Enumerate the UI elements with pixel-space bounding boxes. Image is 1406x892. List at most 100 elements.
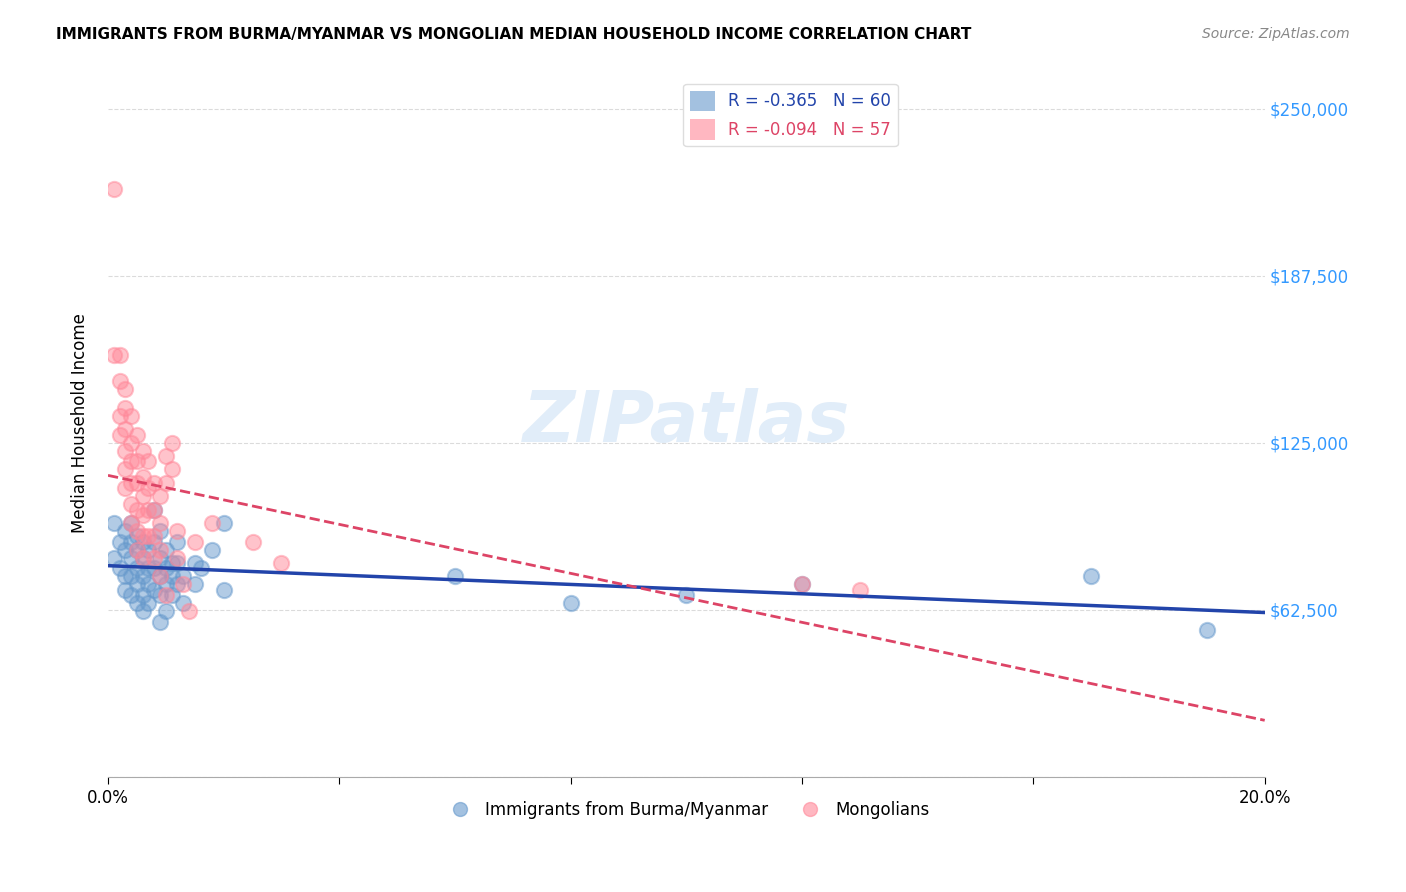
Point — [172, 569, 194, 583]
Point — [184, 534, 207, 549]
Point — [138, 542, 160, 557]
Point — [160, 569, 183, 583]
Text: IMMIGRANTS FROM BURMA/MYANMAR VS MONGOLIAN MEDIAN HOUSEHOLD INCOME CORRELATION C: IMMIGRANTS FROM BURMA/MYANMAR VS MONGOLI… — [56, 27, 972, 42]
Text: Source: ZipAtlas.com: Source: ZipAtlas.com — [1202, 27, 1350, 41]
Point — [114, 524, 136, 538]
Point — [166, 534, 188, 549]
Point — [790, 577, 813, 591]
Point — [108, 561, 131, 575]
Point — [201, 542, 224, 557]
Point — [201, 516, 224, 530]
Point — [114, 462, 136, 476]
Point — [172, 596, 194, 610]
Point — [155, 449, 177, 463]
Point — [143, 475, 166, 490]
Point — [155, 475, 177, 490]
Point — [184, 556, 207, 570]
Point — [143, 550, 166, 565]
Point — [160, 556, 183, 570]
Point — [212, 582, 235, 597]
Point — [155, 577, 177, 591]
Point — [184, 577, 207, 591]
Point — [120, 516, 142, 530]
Point — [131, 443, 153, 458]
Point — [108, 374, 131, 388]
Point — [131, 534, 153, 549]
Point — [143, 502, 166, 516]
Point — [125, 475, 148, 490]
Point — [1195, 623, 1218, 637]
Point — [138, 529, 160, 543]
Point — [125, 561, 148, 575]
Point — [166, 524, 188, 538]
Point — [160, 588, 183, 602]
Point — [270, 556, 292, 570]
Point — [125, 529, 148, 543]
Point — [149, 569, 172, 583]
Point — [149, 489, 172, 503]
Point — [125, 542, 148, 557]
Point — [212, 516, 235, 530]
Point — [675, 588, 697, 602]
Point — [166, 550, 188, 565]
Point — [125, 577, 148, 591]
Point — [143, 561, 166, 575]
Point — [166, 577, 188, 591]
Point — [120, 569, 142, 583]
Point — [149, 615, 172, 629]
Point — [108, 347, 131, 361]
Point — [149, 550, 172, 565]
Point — [103, 347, 125, 361]
Point — [138, 596, 160, 610]
Point — [108, 409, 131, 423]
Point — [108, 427, 131, 442]
Point — [114, 401, 136, 415]
Point — [120, 475, 142, 490]
Point — [149, 569, 172, 583]
Point — [131, 604, 153, 618]
Point — [125, 502, 148, 516]
Point — [120, 550, 142, 565]
Point — [138, 502, 160, 516]
Point — [160, 435, 183, 450]
Point — [120, 497, 142, 511]
Point — [120, 534, 142, 549]
Point — [138, 561, 160, 575]
Point — [242, 534, 264, 549]
Point — [103, 182, 125, 196]
Point — [131, 588, 153, 602]
Point — [125, 454, 148, 468]
Point — [120, 409, 142, 423]
Point — [103, 550, 125, 565]
Point — [120, 435, 142, 450]
Point — [125, 542, 148, 557]
Point — [444, 569, 467, 583]
Point — [155, 561, 177, 575]
Point — [114, 481, 136, 495]
Legend: Immigrants from Burma/Myanmar, Mongolians: Immigrants from Burma/Myanmar, Mongolian… — [437, 794, 936, 825]
Point — [114, 422, 136, 436]
Point — [143, 529, 166, 543]
Point — [160, 462, 183, 476]
Point — [177, 604, 200, 618]
Point — [138, 481, 160, 495]
Point — [149, 588, 172, 602]
Point — [120, 454, 142, 468]
Point — [114, 582, 136, 597]
Point — [143, 582, 166, 597]
Point — [125, 596, 148, 610]
Point — [143, 534, 166, 549]
Point — [849, 582, 872, 597]
Y-axis label: Median Household Income: Median Household Income — [72, 313, 89, 533]
Point — [114, 443, 136, 458]
Point — [114, 542, 136, 557]
Point — [120, 588, 142, 602]
Point — [172, 577, 194, 591]
Point — [155, 588, 177, 602]
Point — [138, 454, 160, 468]
Point — [149, 524, 172, 538]
Point — [131, 529, 153, 543]
Text: ZIPatlas: ZIPatlas — [523, 388, 851, 458]
Point — [166, 556, 188, 570]
Point — [120, 516, 142, 530]
